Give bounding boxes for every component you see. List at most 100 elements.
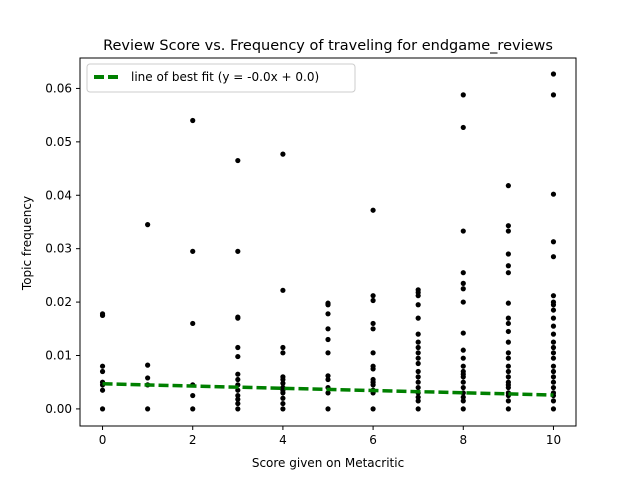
scatter-points	[99, 71, 557, 412]
data-point	[280, 151, 286, 157]
data-point	[145, 406, 151, 412]
data-point	[460, 280, 466, 286]
y-tick-label: 0.06	[45, 81, 72, 95]
data-point	[505, 315, 511, 321]
data-point	[505, 223, 511, 229]
data-point	[99, 363, 106, 369]
data-point	[280, 400, 286, 407]
data-point	[550, 344, 557, 351]
data-point	[550, 355, 557, 361]
data-point	[235, 387, 241, 393]
data-point	[550, 293, 557, 299]
data-point	[280, 344, 286, 351]
data-point	[460, 363, 466, 369]
x-tick-label: 0	[99, 433, 107, 447]
data-point	[505, 406, 511, 412]
data-point	[550, 379, 557, 385]
data-point	[460, 379, 466, 385]
data-point	[415, 368, 421, 375]
data-point	[550, 92, 557, 98]
data-point	[550, 254, 557, 260]
data-point	[235, 376, 241, 383]
data-point	[460, 270, 466, 276]
data-point	[190, 392, 196, 399]
data-point	[550, 374, 557, 380]
data-point	[460, 286, 466, 292]
data-point	[415, 344, 421, 351]
data-point	[280, 350, 286, 356]
data-point	[370, 326, 376, 332]
data-point	[235, 406, 241, 412]
data-point	[505, 339, 511, 345]
data-point	[235, 344, 241, 351]
data-point	[415, 355, 421, 361]
data-point	[505, 183, 511, 189]
data-point	[370, 320, 376, 327]
data-point	[370, 297, 376, 304]
data-point	[280, 287, 286, 293]
data-point	[325, 406, 331, 412]
data-point	[460, 347, 466, 353]
data-point	[325, 336, 331, 343]
data-point	[505, 263, 511, 269]
fit-line-layer	[102, 382, 554, 397]
data-point	[505, 270, 511, 276]
y-axis-label: Topic frequency	[20, 196, 34, 291]
data-point	[505, 379, 511, 385]
y-tick-label: 0.02	[45, 295, 72, 309]
data-point	[235, 353, 241, 360]
data-point	[325, 311, 331, 317]
data-point	[415, 350, 421, 356]
data-point	[505, 350, 511, 356]
data-point	[190, 248, 196, 254]
data-point	[145, 375, 151, 381]
data-point	[235, 400, 241, 407]
data-point	[370, 406, 376, 412]
data-point	[370, 293, 376, 299]
data-point	[190, 117, 196, 124]
y-tick-label: 0.03	[45, 242, 72, 256]
data-point	[505, 300, 511, 306]
data-point	[505, 398, 511, 404]
x-tick-label: 6	[369, 433, 377, 447]
data-point	[550, 191, 557, 197]
y-tick-label: 0.00	[45, 402, 72, 416]
data-point	[460, 330, 466, 336]
data-point	[460, 92, 466, 98]
y-ticks: 0.00 0.01 0.02 0.03 0.04 0.05 0.06	[45, 81, 80, 416]
data-point	[280, 384, 286, 391]
data-point	[99, 406, 106, 412]
data-point	[550, 350, 557, 356]
data-point	[280, 406, 286, 412]
data-point	[235, 248, 241, 254]
data-point	[415, 398, 421, 404]
legend: line of best fit (y = -0.0x + 0.0)	[86, 63, 356, 93]
data-point	[145, 362, 151, 368]
data-point	[505, 320, 511, 327]
data-point	[460, 299, 466, 305]
data-point	[550, 71, 557, 77]
data-point	[460, 384, 466, 391]
data-point	[99, 387, 106, 393]
data-point	[325, 373, 331, 379]
data-point	[415, 360, 421, 367]
data-point	[550, 368, 557, 375]
data-point	[370, 207, 376, 213]
chart-title: Review Score vs. Frequency of traveling …	[103, 38, 553, 54]
legend-box	[86, 63, 356, 93]
data-point	[415, 302, 421, 308]
data-point	[325, 326, 331, 332]
data-point	[99, 368, 106, 375]
x-tick-label: 2	[189, 433, 197, 447]
data-point	[550, 323, 557, 329]
data-point	[550, 398, 557, 404]
data-point	[325, 376, 331, 383]
data-point	[550, 406, 557, 412]
data-point	[235, 392, 241, 399]
data-point	[415, 384, 421, 391]
data-point	[550, 363, 557, 369]
data-point	[460, 406, 466, 412]
data-point	[190, 320, 196, 327]
y-tick-label: 0.04	[45, 188, 72, 202]
data-point	[460, 355, 466, 361]
